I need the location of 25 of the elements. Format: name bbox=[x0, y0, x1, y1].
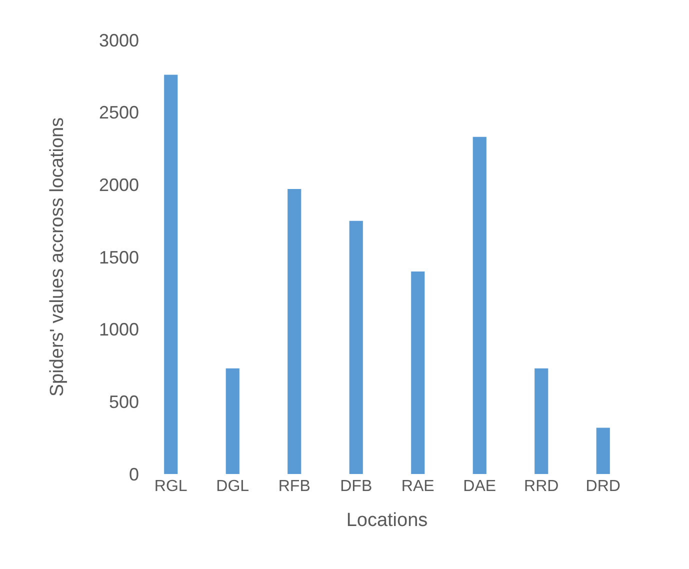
bar bbox=[534, 368, 548, 474]
y-tick-label: 1000 bbox=[98, 320, 139, 340]
y-tick-label: 0 bbox=[128, 464, 139, 484]
y-tick-label: 2500 bbox=[98, 102, 139, 123]
bar bbox=[411, 271, 425, 474]
x-tick-label: RAE bbox=[401, 478, 434, 495]
y-axis-title: Spiders' values accross locations bbox=[46, 117, 68, 397]
y-tick-label: 500 bbox=[108, 392, 139, 412]
x-tick-label: DGL bbox=[216, 478, 250, 495]
bar bbox=[596, 428, 610, 474]
x-tick-label: DAE bbox=[463, 478, 496, 495]
bar bbox=[472, 136, 486, 474]
x-tick-label: DRD bbox=[586, 478, 620, 495]
x-tick-label: RGL bbox=[154, 478, 188, 495]
bar bbox=[288, 189, 302, 474]
bar bbox=[226, 368, 240, 474]
y-tick-label: 3000 bbox=[98, 30, 139, 50]
x-axis-title: Locations bbox=[346, 510, 428, 531]
x-tick-label: RRD bbox=[524, 478, 559, 495]
x-tick-label: RFB bbox=[278, 478, 310, 495]
y-tick-label: 2000 bbox=[98, 174, 139, 195]
bar bbox=[164, 74, 178, 474]
y-tick-label: 1500 bbox=[98, 247, 139, 268]
x-tick-label: DFB bbox=[340, 478, 372, 495]
bar bbox=[349, 220, 363, 474]
